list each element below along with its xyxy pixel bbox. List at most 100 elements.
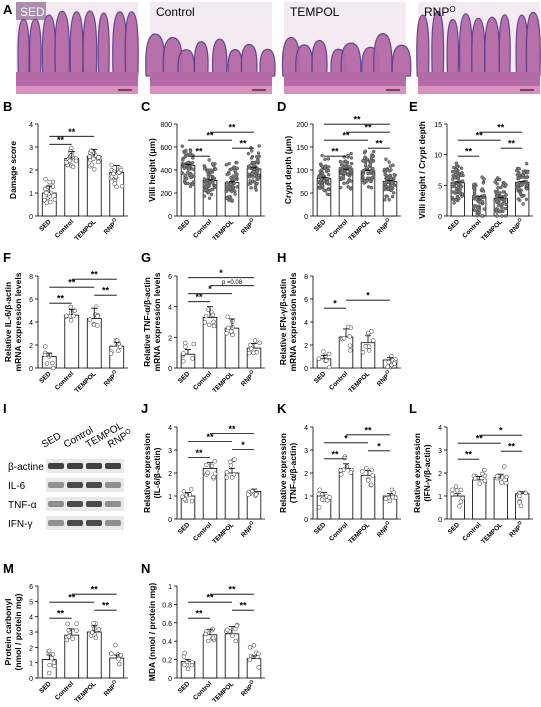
data-point [91, 167, 97, 172]
data-point [459, 173, 464, 177]
chart-H: 0 2 4 6 8 Relative IFN-γ/β-actinmRNA expressi… [278, 272, 401, 395]
data-point [191, 341, 196, 347]
data-point [233, 638, 239, 644]
blot-band [105, 463, 121, 469]
data-point [450, 190, 455, 194]
x-tick-label: RNPO [507, 520, 526, 539]
data-point [205, 169, 209, 174]
x-tick-label-superscript: O [384, 217, 391, 224]
data-point [382, 167, 387, 172]
data-point [246, 182, 251, 186]
x-tick-label: SED [313, 521, 328, 536]
data-point [338, 166, 342, 171]
y-tick-label: 0.2 [162, 658, 172, 665]
data-point [234, 175, 238, 179]
data-point [183, 344, 188, 349]
data-point [208, 172, 212, 177]
data-point [368, 162, 372, 167]
data-point [363, 179, 368, 183]
data-point [66, 634, 72, 639]
significance-label: ** [68, 593, 76, 603]
significance-label: ** [342, 131, 350, 141]
data-point [325, 192, 330, 197]
significance-label: ** [228, 123, 236, 133]
data-point [213, 167, 218, 171]
data-point [516, 197, 521, 201]
y-axis-label-line: Relative TNF-α/β-actin [142, 277, 152, 367]
y-tick-label: 1 [29, 661, 33, 668]
data-point [209, 463, 215, 469]
data-point [257, 340, 262, 346]
data-point [229, 182, 233, 187]
data-point [471, 182, 476, 187]
data-point [383, 496, 388, 502]
data-point [517, 500, 522, 505]
significance-label: ** [228, 585, 236, 595]
data-point [211, 323, 217, 329]
data-point [342, 181, 346, 186]
y-tick-label: 100 [296, 168, 308, 175]
data-point [338, 185, 343, 190]
data-point [387, 198, 392, 202]
data-point [252, 161, 256, 165]
data-point [344, 464, 350, 469]
data-point [96, 159, 101, 165]
chart-M: 0 1 2 3 4 5 6 Protein carbonyl(nmol / protein m… [3, 584, 128, 705]
blot-strip [46, 516, 124, 530]
y-tick-label: 50 [300, 191, 308, 198]
y-tick-label: 0 [304, 366, 308, 373]
data-point [184, 176, 189, 181]
panel-letter-B: B [3, 99, 12, 114]
data-point [525, 170, 530, 175]
data-point [365, 176, 370, 181]
data-point [109, 651, 114, 657]
data-point [482, 177, 486, 181]
data-point [458, 187, 462, 192]
data-point [184, 152, 188, 156]
data-point [185, 666, 191, 672]
blot-band [86, 482, 102, 488]
y-tick-label: 0.4 [162, 639, 172, 646]
data-point [365, 166, 369, 170]
x-tick-label-superscript: O [248, 369, 255, 376]
y-tick-label: 2 [304, 343, 308, 350]
data-point [453, 175, 457, 180]
x-tick-label: Control [54, 370, 75, 391]
data-point [252, 180, 257, 184]
y-tick-label: 1 [304, 494, 308, 501]
data-point [349, 151, 353, 156]
muscularis [284, 86, 406, 94]
data-point [494, 208, 499, 213]
y-tick-label: 0 [168, 517, 172, 524]
blot-band [86, 520, 102, 526]
significance-label: ** [195, 292, 203, 302]
chart-C: 0 200 400 600 800 Villi height (μm) SED Control… [147, 122, 265, 243]
data-point [366, 171, 370, 176]
data-point [65, 621, 70, 627]
x-tick-label: SED [38, 370, 53, 385]
significance-label: * [499, 426, 503, 436]
data-point [188, 487, 194, 492]
data-point [493, 190, 498, 195]
data-point [368, 482, 374, 488]
blot-band [86, 501, 102, 507]
blot-row-label: β-actine [8, 462, 44, 473]
data-point [321, 349, 326, 354]
data-point [256, 173, 261, 177]
y-axis-label-line: Relative expression [412, 433, 422, 513]
data-point [182, 662, 187, 668]
panel-letter-N: N [141, 561, 150, 576]
y-tick-label: 0 [29, 676, 33, 683]
blot-band [48, 463, 64, 469]
x-tick-label: SED [38, 680, 53, 695]
data-point [47, 352, 53, 358]
data-point [455, 488, 460, 493]
blot-band [67, 482, 83, 488]
data-point [346, 172, 350, 177]
data-point [208, 180, 212, 184]
y-tick-label: 4 [29, 320, 33, 327]
data-point [182, 650, 187, 656]
y-tick-label: 5 [438, 183, 442, 190]
blot-band [48, 482, 64, 488]
data-point [504, 202, 508, 207]
